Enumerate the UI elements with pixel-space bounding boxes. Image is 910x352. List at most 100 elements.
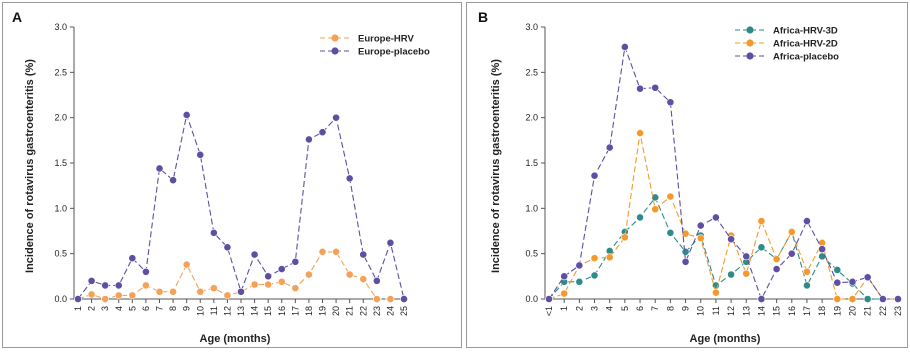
panel-b-series-point-2 [560, 272, 569, 281]
panel-b-series-point-0 [757, 243, 766, 252]
panel-a-series-point-1 [318, 128, 327, 137]
panel-b-series-point-1 [666, 192, 675, 201]
panel-a-x-tick-label: 24 [385, 306, 395, 316]
panel-a-x-tick-label: 15 [263, 306, 273, 316]
panel-a-x-tick-label: 25 [399, 306, 409, 316]
panel-b-series-point-2 [590, 171, 599, 180]
panel-b-series-point-2 [605, 143, 614, 152]
panel-b-x-tick-label: 8 [665, 306, 675, 311]
panel-b-x-tick-label: 9 [681, 306, 691, 311]
panel-b-x-tick-label: 13 [741, 306, 751, 316]
panel-b-x-tick-label: 14 [756, 306, 766, 316]
panel-a-series-point-1 [400, 295, 408, 303]
panel-a-x-tick-label: 17 [290, 306, 300, 316]
panel-b-series-line-0 [548, 196, 898, 300]
panel-a-y-tick-label: 0.0 [54, 294, 67, 304]
panel-b-xlabel: Age (months) [690, 333, 761, 345]
panel-a-legend-label-1: Europe-placebo [358, 47, 430, 58]
panel-b-series-point-0 [636, 213, 644, 222]
panel-b-x-tick-label: 19 [832, 306, 842, 316]
panel-b-frame [466, 2, 908, 348]
panel-b-x-tick-label: 4 [605, 306, 615, 311]
panel-a-series-point-1 [209, 228, 218, 237]
panel-a-x-tick-label: 23 [372, 306, 382, 316]
panel-b-series-point-1 [696, 234, 705, 243]
panel-a-series-point-0 [114, 291, 123, 300]
panel-b-series-point-2 [666, 98, 675, 107]
panel-b-series-line-1 [548, 132, 898, 300]
panel-a-series-point-1 [332, 113, 340, 122]
panel-a-series-point-1 [291, 257, 300, 266]
panel-a-series-point-0 [87, 290, 96, 299]
panel-b-y-tick-label: 2.0 [525, 113, 538, 123]
panel-a-legend-marker-0 [331, 34, 339, 42]
panel-b-series-point-1 [605, 253, 614, 262]
panel-a-xlabel: Age (months) [200, 333, 271, 345]
panel-b-letter: B [478, 9, 488, 25]
panel-a-y-tick-label: 2.5 [54, 67, 67, 77]
panel-a-series-point-0 [386, 295, 395, 303]
panel-a-x-tick-label: 13 [236, 306, 246, 316]
panel-a-series-point-0 [128, 291, 137, 300]
panel-b-series-point-0 [590, 271, 599, 280]
panel-b-y-tick-label: 2.5 [525, 67, 538, 77]
panel-b-y-tick-label: 1.0 [525, 203, 538, 213]
panel-a-series-point-1 [101, 281, 110, 290]
panel-b-legend-label-1: Africa-HRV-2D [773, 39, 838, 50]
panel-a-x-tick-label: 2 [87, 306, 97, 311]
panel-b-x-tick-label: 3 [590, 306, 600, 311]
panel-b-legend-marker-2 [746, 52, 754, 60]
panel-a-series-point-1 [169, 176, 177, 185]
panel-b-series-point-1 [848, 295, 857, 303]
panel-a-series-point-0 [250, 280, 259, 289]
panel-a-frame [2, 2, 462, 348]
panel-b-series-point-0 [863, 295, 872, 303]
panel-a-series-line-0 [77, 251, 391, 300]
panel-a-series-point-1 [142, 267, 150, 276]
panel-a-series-point-0 [182, 260, 191, 269]
panel-b-x-tick-label: 20 [847, 306, 857, 316]
panel-b-x-tick-label: 11 [711, 306, 721, 315]
panel-b-series-point-2 [848, 277, 857, 286]
panel-b-series-point-2 [818, 245, 827, 254]
panel-a-series-point-1 [87, 276, 96, 285]
panel-b-x-tick-label: 7 [650, 306, 660, 311]
panel-b-series-point-2 [863, 273, 872, 282]
panel-b-series-point-1 [620, 233, 629, 242]
panel-b-x-tick-label: 5 [620, 306, 630, 311]
panel-a-x-tick-label: 12 [222, 306, 232, 316]
panel-a-series-point-0 [277, 277, 286, 286]
panel-a-series-point-0 [142, 281, 150, 290]
panel-b-y-tick-label: 0.5 [525, 249, 538, 259]
panel-a-series-point-0 [372, 295, 381, 303]
panel-a-x-tick-label: 18 [304, 306, 314, 316]
panel-a-series-point-0 [359, 275, 368, 283]
panel-a-ylabel: Incidence of rotavirus gastroenteritis (… [24, 59, 36, 273]
panel-b-legend-marker-1 [746, 39, 754, 47]
panel-a-series-point-0 [345, 270, 354, 279]
panel-b-series-point-2 [696, 221, 705, 230]
panel-b-y-tick-label: 0.0 [525, 294, 538, 304]
panel-b-series-point-1 [651, 205, 660, 214]
panel-a-series-point-0 [209, 284, 218, 293]
panel-a-series-point-1 [237, 287, 245, 296]
panel-a-x-tick-label: 10 [195, 306, 205, 316]
panel-b-x-tick-label: 6 [635, 306, 645, 311]
panel-b-series-point-0 [833, 266, 842, 274]
panel-a-x-tick-label: 1 [73, 306, 83, 311]
panel-b-series-point-2 [545, 295, 553, 303]
panel-a-series-point-1 [264, 272, 273, 281]
panel-a-y-tick-label: 3.0 [54, 22, 67, 32]
panel-b-series-point-2 [651, 83, 660, 92]
panel-a-x-tick-label: 8 [168, 306, 178, 311]
panel-a-series-point-1 [345, 174, 354, 183]
panel-b-y-tick-label: 1.5 [525, 158, 538, 168]
panel-b-series-point-2 [620, 43, 629, 51]
panel-a-legend-marker-1 [331, 47, 339, 55]
panel-a-series-point-1 [196, 150, 205, 159]
panel-b-series-point-0 [727, 270, 735, 279]
panel-b-x-tick-label: 1 [559, 306, 569, 311]
panel-a-y-tick-label: 2.0 [54, 113, 67, 123]
panel-a-x-tick-label: 5 [127, 306, 137, 311]
